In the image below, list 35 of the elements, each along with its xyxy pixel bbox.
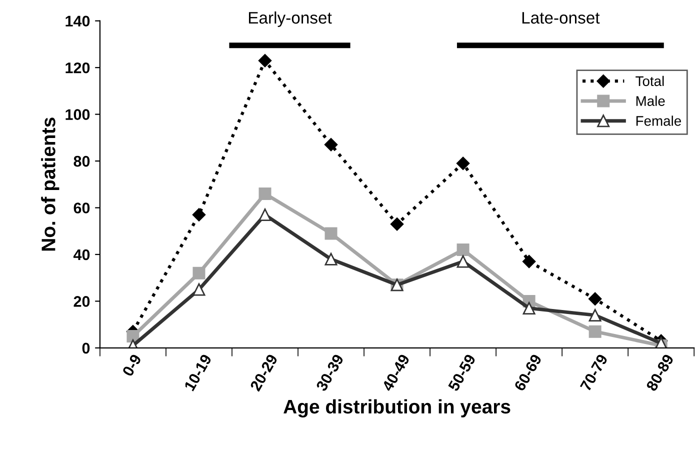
point <box>258 208 272 222</box>
point <box>588 308 602 322</box>
point <box>192 208 206 222</box>
point <box>192 266 206 280</box>
y-tick-label: 60 <box>74 202 90 214</box>
point <box>324 252 338 266</box>
y-tick-label: 140 <box>66 16 90 27</box>
point <box>456 244 470 256</box>
y-axis-title: No. of patients <box>41 118 60 251</box>
y-tick-label: 0 <box>82 342 90 354</box>
y-tick-label: 120 <box>66 62 90 74</box>
y-tick-label: 100 <box>66 109 90 120</box>
x-axis-title: Age distribution in years <box>284 399 510 418</box>
point <box>258 54 272 68</box>
point <box>654 336 668 348</box>
point <box>456 156 470 170</box>
y-tick-label: 80 <box>74 156 90 167</box>
point <box>192 283 206 296</box>
legend-label: Female <box>636 116 681 126</box>
legend-label: Male <box>636 96 665 106</box>
point <box>588 325 602 338</box>
y-tick-label: 20 <box>74 296 90 307</box>
point <box>258 187 272 200</box>
legend-label: Total <box>636 76 664 86</box>
point <box>390 218 404 231</box>
point <box>456 255 470 268</box>
y-tick-label: 40 <box>73 249 90 260</box>
point <box>588 292 602 306</box>
point <box>522 254 536 268</box>
point <box>324 227 338 240</box>
point <box>522 302 536 314</box>
x-tick-label: 0-9 <box>122 353 142 377</box>
annotation: Late-onset <box>522 12 600 24</box>
annotation: Early-onset <box>248 11 332 27</box>
point <box>324 138 338 152</box>
